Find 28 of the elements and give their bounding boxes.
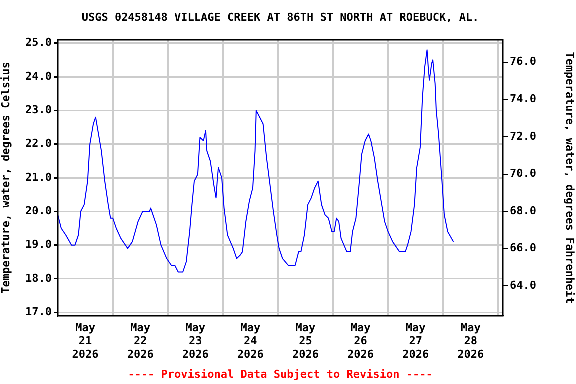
x-tick-label: May 28 2026	[458, 321, 485, 361]
x-tick-label: May 26 2026	[348, 321, 374, 361]
chart-title: USGS 02458148 VILLAGE CREEK AT 86TH ST NORTH AT ROEBUCK, AL.	[82, 10, 480, 24]
y2-tick-label: 74.0	[510, 92, 536, 106]
y-tick-label: 17.0	[26, 305, 52, 318]
y2-axis-title: Temperature, water, degrees Fahrenheit	[564, 52, 576, 304]
y-tick-label: 20.0	[26, 204, 52, 218]
x-tick-label: May 22 2026	[127, 321, 154, 361]
y2-tick-label: 72.0	[510, 130, 536, 143]
y-tick-label: 21.0	[26, 170, 52, 184]
x-tick-label: May 25 2026	[292, 321, 320, 361]
y2-tick-label: 76.0	[510, 55, 536, 68]
y-tick-label: 22.0	[26, 137, 52, 150]
y-tick-label: 18.0	[26, 272, 52, 285]
y-tick-label: 24.0	[26, 70, 52, 83]
x-tick-label: May 27 2026	[402, 321, 430, 361]
y-tick-label: 19.0	[26, 238, 52, 252]
x-tick-label: May 24 2026	[237, 321, 264, 361]
y-tick-label: 23.0	[26, 104, 52, 117]
x-tick-label: May 21 2026	[72, 321, 100, 361]
y2-tick-label: 64.0	[510, 279, 536, 292]
y2-tick-label: 70.0	[510, 167, 536, 180]
y2-tick-label: 68.0	[510, 204, 536, 218]
y-axis-title: Temperature, water, degrees Celsius	[0, 62, 12, 294]
y2-tick-label: 66.0	[510, 242, 536, 255]
x-tick-label: May 23 2026	[182, 321, 210, 361]
text: ---- Provisional Data Subject to Revision ----	[128, 368, 433, 381]
y-tick-label: 25.0	[26, 36, 52, 50]
